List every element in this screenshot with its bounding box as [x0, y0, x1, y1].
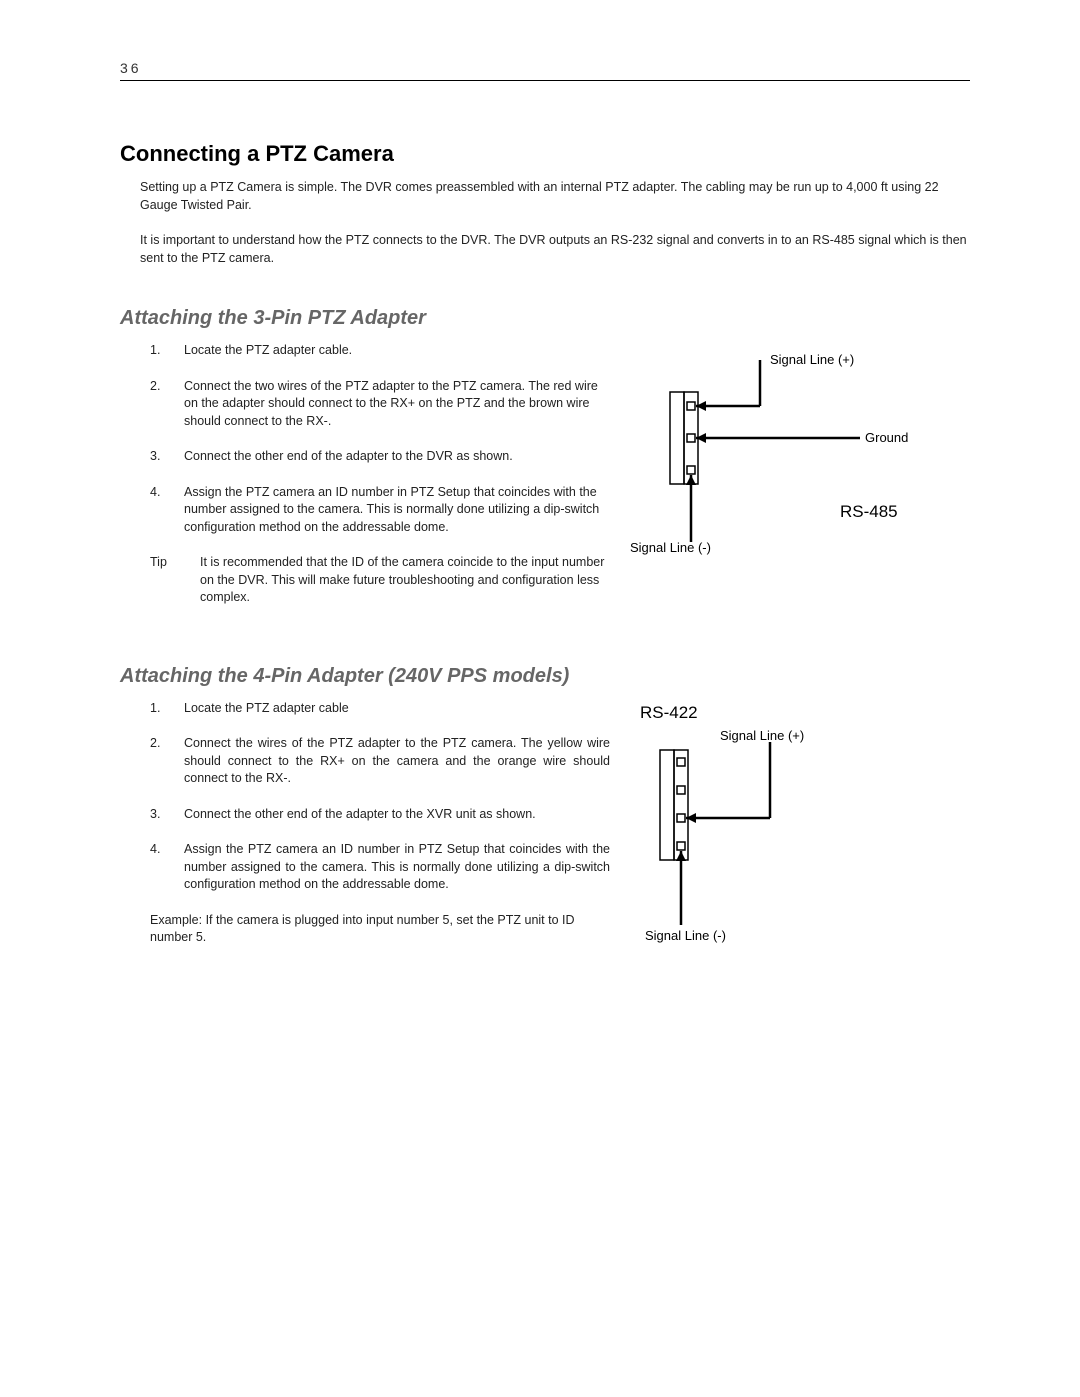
heading-main: Connecting a PTZ Camera [120, 141, 970, 167]
list-item: 4.Assign the PTZ camera an ID number in … [150, 841, 610, 894]
list-item: 1.Locate the PTZ adapter cable [150, 700, 610, 718]
list-text: Connect the wires of the PTZ adapter to … [184, 735, 610, 788]
list-item: 3.Connect the other end of the adapter t… [150, 806, 610, 824]
section-1-text: 1.Locate the PTZ adapter cable. 2.Connec… [120, 342, 610, 625]
list-item: 4.Assign the PTZ camera an ID number in … [150, 484, 610, 537]
diagram-3pin: Signal Line (+) Ground Signal Line (-) R… [630, 342, 940, 562]
heading-section-2: Attaching the 4-Pin Adapter (240V PPS mo… [120, 665, 970, 688]
diagram-label-ground: Ground [865, 430, 908, 445]
section-2-row: 1.Locate the PTZ adapter cable 2.Connect… [120, 700, 970, 960]
section-1-row: 1.Locate the PTZ adapter cable. 2.Connec… [120, 342, 970, 625]
intro-paragraph-1: Setting up a PTZ Camera is simple. The D… [140, 179, 970, 214]
list-text: Assign the PTZ camera an ID number in PT… [184, 841, 610, 894]
list-item: 2.Connect the two wires of the PTZ adapt… [150, 378, 610, 431]
diagram-4pin-svg: RS-422 Signal Line (+) [630, 700, 940, 960]
diagram-label-signal-plus: Signal Line (+) [720, 728, 804, 743]
diagram-protocol-label: RS-422 [640, 703, 698, 722]
diagram-label-signal-minus: Signal Line (-) [630, 540, 711, 555]
example-text: Example: If the camera is plugged into i… [150, 912, 610, 947]
list-num: 1. [150, 700, 184, 718]
diagram-3pin-svg: Signal Line (+) Ground Signal Line (-) R… [630, 342, 940, 562]
list-item: 1.Locate the PTZ adapter cable. [150, 342, 610, 360]
header-rule: 36 [120, 60, 970, 81]
list-item: 2.Connect the wires of the PTZ adapter t… [150, 735, 610, 788]
list-num: 3. [150, 806, 184, 824]
list-num: 4. [150, 841, 184, 894]
list-text: Connect the other end of the adapter to … [184, 806, 610, 824]
section-1-list: 1.Locate the PTZ adapter cable. 2.Connec… [150, 342, 610, 536]
section-1-diagram: Signal Line (+) Ground Signal Line (-) R… [630, 342, 940, 625]
list-num: 1. [150, 342, 184, 360]
tip-label: Tip [150, 554, 200, 607]
diagram-label-signal-plus: Signal Line (+) [770, 352, 854, 367]
list-text: Connect the other end of the adapter to … [184, 448, 610, 466]
list-item: 3.Connect the other end of the adapter t… [150, 448, 610, 466]
list-num: 3. [150, 448, 184, 466]
diagram-label-signal-minus: Signal Line (-) [645, 928, 726, 943]
list-text: Assign the PTZ camera an ID number in PT… [184, 484, 610, 537]
list-num: 4. [150, 484, 184, 537]
heading-section-1: Attaching the 3-Pin PTZ Adapter [120, 307, 970, 330]
tip-row: Tip It is recommended that the ID of the… [150, 554, 610, 607]
list-text: Locate the PTZ adapter cable. [184, 342, 610, 360]
list-num: 2. [150, 735, 184, 788]
page: 36 Connecting a PTZ Camera Setting up a … [0, 0, 1080, 1020]
section-2-list: 1.Locate the PTZ adapter cable 2.Connect… [150, 700, 610, 894]
section-2-text: 1.Locate the PTZ adapter cable 2.Connect… [120, 700, 610, 960]
diagram-protocol-label: RS-485 [840, 502, 898, 521]
section-2-diagram: RS-422 Signal Line (+) [630, 700, 940, 960]
list-text: Locate the PTZ adapter cable [184, 700, 610, 718]
tip-text: It is recommended that the ID of the cam… [200, 554, 610, 607]
page-number: 36 [120, 60, 142, 76]
intro-paragraph-2: It is important to understand how the PT… [140, 232, 970, 267]
diagram-4pin: RS-422 Signal Line (+) [630, 700, 940, 960]
list-num: 2. [150, 378, 184, 431]
list-text: Connect the two wires of the PTZ adapter… [184, 378, 610, 431]
